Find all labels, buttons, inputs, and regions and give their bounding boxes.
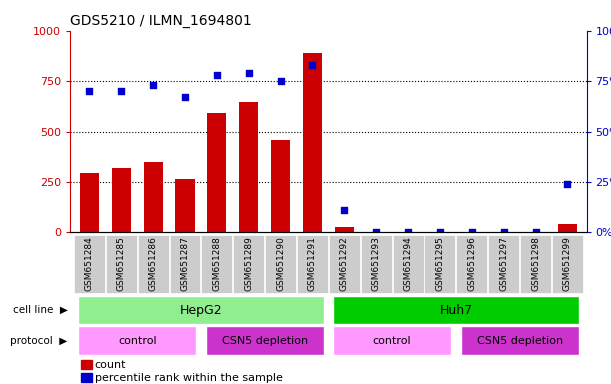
Bar bbox=[333, 326, 451, 355]
Point bbox=[276, 78, 285, 84]
Bar bbox=[112, 168, 131, 232]
Bar bbox=[520, 235, 551, 293]
Bar bbox=[335, 227, 354, 232]
Point bbox=[244, 70, 254, 76]
Bar bbox=[456, 235, 488, 293]
Point bbox=[531, 229, 541, 235]
Point bbox=[403, 229, 413, 235]
Point bbox=[116, 88, 126, 94]
Text: GSM651286: GSM651286 bbox=[148, 237, 158, 291]
Bar bbox=[206, 326, 324, 355]
Bar bbox=[329, 235, 360, 293]
Bar bbox=[558, 224, 577, 232]
Bar bbox=[81, 361, 92, 369]
Point bbox=[371, 229, 381, 235]
Bar bbox=[461, 326, 579, 355]
Text: GSM651293: GSM651293 bbox=[371, 237, 381, 291]
Text: GSM651287: GSM651287 bbox=[180, 237, 189, 291]
Point bbox=[499, 229, 508, 235]
Bar bbox=[81, 374, 92, 382]
Bar bbox=[78, 326, 196, 355]
Text: Huh7: Huh7 bbox=[439, 304, 472, 316]
Point bbox=[563, 181, 573, 187]
Text: GSM651297: GSM651297 bbox=[499, 237, 508, 291]
Point bbox=[212, 72, 222, 78]
Text: GSM651296: GSM651296 bbox=[467, 237, 477, 291]
Text: GDS5210 / ILMN_1694801: GDS5210 / ILMN_1694801 bbox=[70, 14, 252, 28]
Text: GSM651285: GSM651285 bbox=[117, 237, 126, 291]
Bar bbox=[137, 235, 169, 293]
Bar bbox=[175, 179, 194, 232]
Bar bbox=[239, 102, 258, 232]
Text: HepG2: HepG2 bbox=[180, 304, 222, 316]
Text: GSM651288: GSM651288 bbox=[213, 237, 221, 291]
Text: percentile rank within the sample: percentile rank within the sample bbox=[95, 372, 282, 382]
Bar bbox=[80, 173, 99, 232]
Text: GSM651292: GSM651292 bbox=[340, 237, 349, 291]
Bar bbox=[552, 235, 583, 293]
Text: GSM651289: GSM651289 bbox=[244, 237, 253, 291]
Bar bbox=[74, 235, 105, 293]
Text: GSM651291: GSM651291 bbox=[308, 237, 317, 291]
Text: control: control bbox=[373, 336, 411, 346]
Bar bbox=[78, 296, 324, 324]
Point bbox=[180, 94, 190, 100]
Point bbox=[84, 88, 94, 94]
Bar bbox=[265, 235, 296, 293]
Bar bbox=[393, 235, 423, 293]
Bar bbox=[488, 235, 519, 293]
Bar bbox=[207, 113, 227, 232]
Bar bbox=[333, 296, 579, 324]
Text: GSM651284: GSM651284 bbox=[85, 237, 94, 291]
Text: count: count bbox=[95, 360, 126, 370]
Point bbox=[307, 62, 317, 68]
Text: GSM651295: GSM651295 bbox=[436, 237, 444, 291]
Bar bbox=[303, 53, 322, 232]
Bar bbox=[297, 235, 328, 293]
Text: GSM651299: GSM651299 bbox=[563, 237, 572, 291]
Bar bbox=[106, 235, 137, 293]
Text: GSM651298: GSM651298 bbox=[531, 237, 540, 291]
Text: GSM651290: GSM651290 bbox=[276, 237, 285, 291]
Text: control: control bbox=[118, 336, 156, 346]
Bar bbox=[144, 162, 163, 232]
Text: cell line  ▶: cell line ▶ bbox=[13, 305, 68, 315]
Bar bbox=[360, 235, 392, 293]
Text: CSN5 depletion: CSN5 depletion bbox=[222, 336, 308, 346]
Bar bbox=[425, 235, 455, 293]
Bar bbox=[271, 139, 290, 232]
Point bbox=[148, 82, 158, 88]
Point bbox=[467, 229, 477, 235]
Point bbox=[435, 229, 445, 235]
Bar bbox=[233, 235, 264, 293]
Bar bbox=[202, 235, 232, 293]
Bar bbox=[169, 235, 200, 293]
Text: CSN5 depletion: CSN5 depletion bbox=[477, 336, 563, 346]
Point bbox=[340, 207, 349, 213]
Text: GSM651294: GSM651294 bbox=[404, 237, 412, 291]
Text: protocol  ▶: protocol ▶ bbox=[10, 336, 68, 346]
